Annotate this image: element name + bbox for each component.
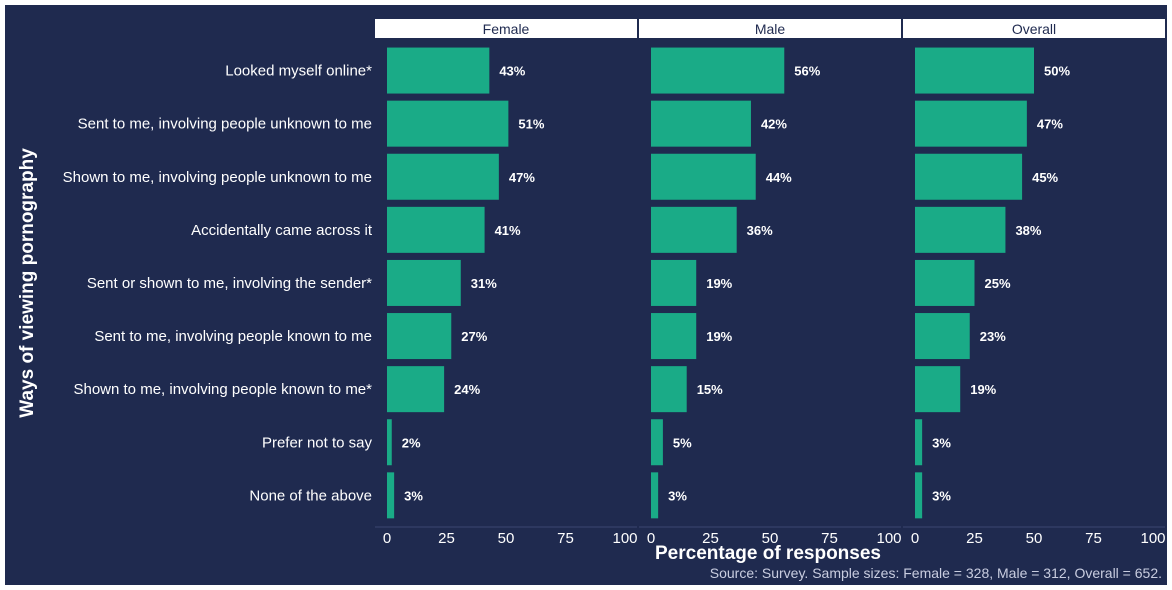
x-tick-label: 75 xyxy=(557,530,574,547)
data-label: 3% xyxy=(932,488,951,503)
data-label: 3% xyxy=(932,435,951,450)
bar xyxy=(915,47,1034,94)
x-tick-label: 25 xyxy=(702,530,719,547)
bar xyxy=(651,366,687,413)
bar xyxy=(651,47,785,94)
data-label: 42% xyxy=(761,117,787,132)
data-label: 38% xyxy=(1015,223,1041,238)
data-label: 3% xyxy=(404,488,423,503)
source-caption: Source: Survey. Sample sizes: Female = 3… xyxy=(710,565,1162,581)
y-axis-title: Ways of viewing pornography xyxy=(17,148,38,418)
data-label: 24% xyxy=(454,382,480,397)
data-label: 41% xyxy=(495,223,521,238)
bar xyxy=(387,472,395,519)
x-tick-label: 50 xyxy=(762,530,779,547)
bar xyxy=(651,206,737,253)
facet-strip xyxy=(375,19,637,38)
facet-strip xyxy=(639,19,901,38)
data-label: 47% xyxy=(509,170,535,185)
x-tick-label: 0 xyxy=(647,530,655,547)
bar xyxy=(387,419,392,466)
data-label: 5% xyxy=(673,435,692,450)
bar xyxy=(915,100,1027,147)
bar xyxy=(651,419,663,466)
x-tick-label: 75 xyxy=(821,530,838,547)
x-tick-label: 25 xyxy=(966,530,983,547)
facet-panels: Female 43% 51% 47% 41% 31% 27% 24% 2% 3% 0 25 50 75 10… xyxy=(375,19,1166,547)
bar xyxy=(915,259,975,306)
x-tick-label: 0 xyxy=(911,530,919,547)
bar xyxy=(387,206,485,253)
data-label: 19% xyxy=(706,276,732,291)
x-tick-label: 25 xyxy=(438,530,455,547)
facet-panel-male: Male 56% 42% 44% 36% 19% 19% 15% 5% 3% 0 25 50 75 100 xyxy=(639,19,902,547)
data-label: 31% xyxy=(471,276,497,291)
bar xyxy=(651,153,756,200)
bar xyxy=(915,366,961,413)
category-label: Sent to me, involving people unknown to … xyxy=(78,116,372,133)
data-label: 47% xyxy=(1037,117,1063,132)
facet-panel-female: Female 43% 51% 47% 41% 31% 27% 24% 2% 3% 0 25 50 75 10… xyxy=(375,19,638,547)
category-label: Accidentally came across it xyxy=(191,222,373,239)
category-label: Sent or shown to me, involving the sende… xyxy=(87,275,372,292)
x-tick-label: 100 xyxy=(1140,530,1165,547)
data-label: 15% xyxy=(697,382,723,397)
data-label: 27% xyxy=(461,329,487,344)
bar xyxy=(915,153,1023,200)
data-label: 2% xyxy=(402,435,421,450)
category-labels: Looked myself online* Sent to me, involvi… xyxy=(63,63,373,505)
x-tick-label: 50 xyxy=(498,530,515,547)
facet-label: Overall xyxy=(1012,21,1056,37)
bar xyxy=(915,472,923,519)
data-label: 19% xyxy=(706,329,732,344)
bar xyxy=(915,419,923,466)
bar xyxy=(651,259,697,306)
category-label: Looked myself online* xyxy=(225,63,372,80)
data-label: 51% xyxy=(518,117,544,132)
x-tick-label: 0 xyxy=(383,530,391,547)
category-label: None of the above xyxy=(249,487,372,504)
data-label: 44% xyxy=(766,170,792,185)
x-tick-label: 100 xyxy=(876,530,901,547)
data-label: 43% xyxy=(499,64,525,79)
x-tick-label: 100 xyxy=(612,530,637,547)
facet-panel-overall: Overall 50% 47% 45% 38% 25% 23% 19% 3% 3% 0 25 50 75 1… xyxy=(903,19,1166,547)
data-label: 50% xyxy=(1044,64,1070,79)
data-label: 25% xyxy=(985,276,1011,291)
x-tick-label: 50 xyxy=(1026,530,1043,547)
facet-label: Female xyxy=(483,21,530,37)
category-label: Shown to me, involving people unknown to… xyxy=(63,169,372,186)
bar xyxy=(915,206,1006,253)
bar xyxy=(387,259,461,306)
data-label: 45% xyxy=(1032,170,1058,185)
category-label: Prefer not to say xyxy=(262,434,373,451)
data-label: 19% xyxy=(970,382,996,397)
bar xyxy=(651,472,659,519)
facet-strip xyxy=(903,19,1165,38)
data-label: 36% xyxy=(747,223,773,238)
bar xyxy=(387,366,445,413)
bar xyxy=(651,100,751,147)
bar xyxy=(387,153,499,200)
bar xyxy=(915,313,970,360)
data-label: 23% xyxy=(980,329,1006,344)
bar xyxy=(387,47,490,94)
bar xyxy=(651,313,697,360)
category-label: Sent to me, involving people known to me xyxy=(94,328,372,345)
x-tick-label: 75 xyxy=(1085,530,1102,547)
data-label: 56% xyxy=(794,64,820,79)
facet-label: Male xyxy=(755,21,786,37)
bar xyxy=(387,313,452,360)
bar xyxy=(387,100,509,147)
x-axis-title: Percentage of responses xyxy=(655,543,881,564)
category-label: Shown to me, involving people known to m… xyxy=(73,381,372,398)
data-label: 3% xyxy=(668,488,687,503)
